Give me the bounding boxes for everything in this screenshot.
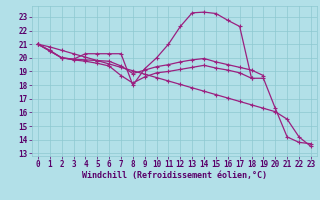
X-axis label: Windchill (Refroidissement éolien,°C): Windchill (Refroidissement éolien,°C) bbox=[82, 171, 267, 180]
